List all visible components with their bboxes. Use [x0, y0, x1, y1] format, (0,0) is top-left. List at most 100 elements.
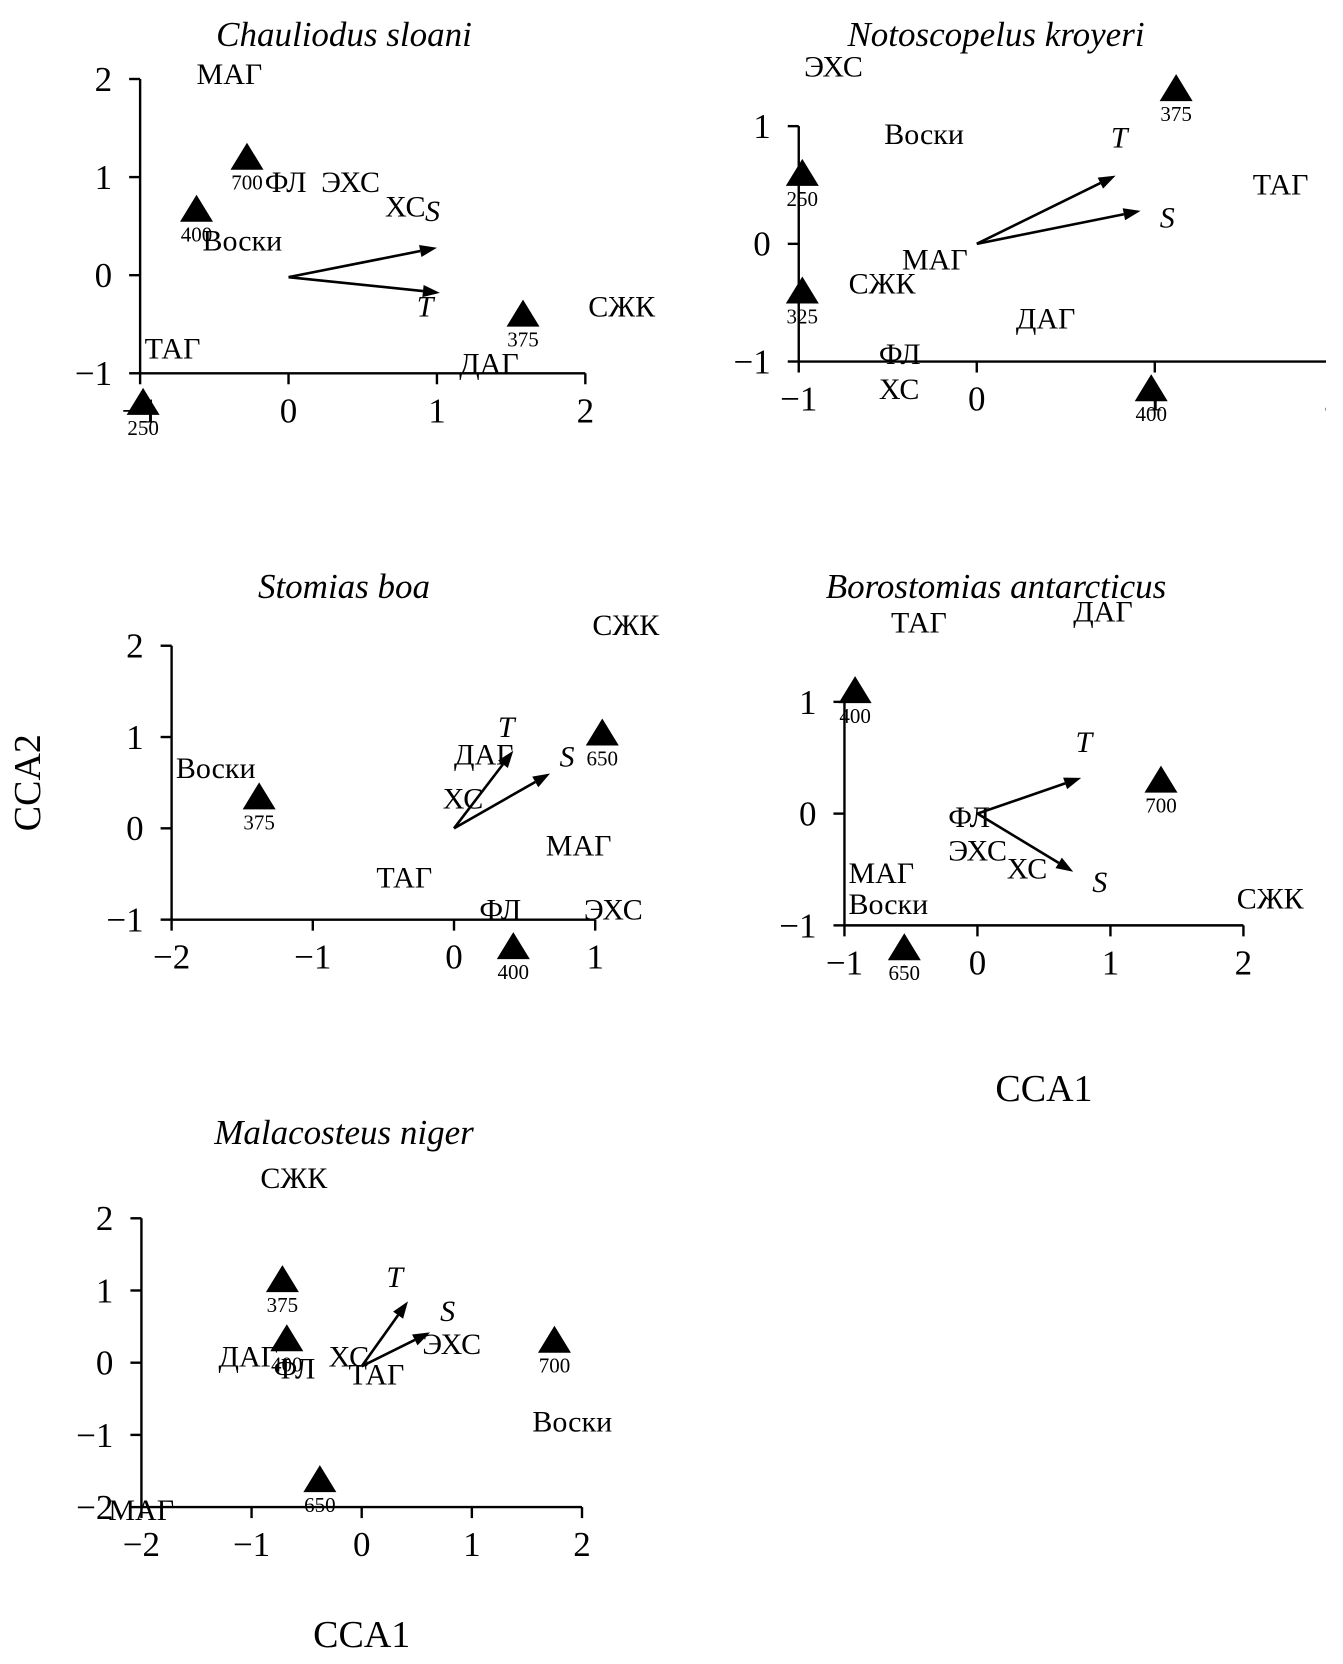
svg-text:S: S: [1160, 201, 1175, 234]
svg-text:Воски: Воски: [176, 752, 256, 785]
svg-text:−1: −1: [734, 342, 771, 381]
svg-text:СЖК: СЖК: [260, 1162, 328, 1195]
svg-text:ДАГ: ДАГ: [219, 1340, 278, 1373]
svg-text:−2: −2: [153, 938, 190, 977]
svg-text:Chauliodus sloani: Chauliodus sloani: [216, 15, 472, 54]
svg-text:−1: −1: [75, 354, 112, 393]
svg-text:ТАГ: ТАГ: [891, 607, 947, 640]
svg-text:ТАГ: ТАГ: [1253, 168, 1309, 201]
svg-text:−2: −2: [123, 1525, 160, 1564]
svg-text:1: 1: [463, 1525, 481, 1564]
svg-text:МАГ: МАГ: [197, 58, 263, 91]
svg-text:ХС: ХС: [1007, 852, 1048, 885]
svg-text:ФЛ: ФЛ: [479, 894, 521, 927]
svg-text:ДАГ: ДАГ: [1073, 595, 1132, 628]
svg-text:МАГ: МАГ: [108, 1494, 174, 1527]
svg-text:−1: −1: [76, 1416, 113, 1455]
svg-text:ТАГ: ТАГ: [145, 333, 201, 366]
svg-text:−1: −1: [294, 938, 331, 977]
svg-text:400: 400: [1135, 402, 1167, 426]
svg-text:2: 2: [1324, 380, 1326, 419]
svg-text:−1: −1: [106, 901, 143, 940]
svg-text:ХС: ХС: [879, 373, 920, 406]
svg-text:1: 1: [1102, 943, 1120, 982]
svg-text:S: S: [425, 195, 440, 228]
svg-text:СЖК: СЖК: [1237, 883, 1305, 916]
svg-text:ТАГ: ТАГ: [348, 1358, 404, 1391]
svg-text:1: 1: [95, 158, 113, 197]
svg-text:СЖК: СЖК: [592, 609, 660, 642]
svg-text:375: 375: [267, 1293, 299, 1317]
svg-text:ФЛ: ФЛ: [265, 166, 307, 199]
svg-text:Воски: Воски: [884, 118, 964, 151]
svg-text:1: 1: [428, 391, 446, 430]
svg-text:МАГ: МАГ: [546, 830, 612, 863]
svg-text:CCA1: CCA1: [995, 1068, 1092, 1110]
svg-text:1: 1: [586, 938, 604, 977]
svg-text:2: 2: [573, 1525, 591, 1564]
svg-text:0: 0: [280, 391, 298, 430]
svg-text:СЖК: СЖК: [849, 267, 917, 300]
svg-text:Воски: Воски: [202, 225, 282, 258]
svg-text:Malacosteus niger: Malacosteus niger: [213, 1113, 474, 1152]
svg-text:400: 400: [839, 704, 871, 728]
svg-text:700: 700: [1145, 794, 1177, 818]
svg-text:0: 0: [753, 225, 771, 264]
svg-text:375: 375: [1160, 102, 1192, 126]
svg-text:ЭХС: ЭХС: [804, 51, 863, 84]
svg-text:250: 250: [127, 416, 159, 440]
svg-text:ДАГ: ДАГ: [459, 347, 518, 380]
svg-text:0: 0: [968, 380, 986, 419]
svg-text:CCA1: CCA1: [313, 1614, 410, 1656]
svg-text:0: 0: [96, 1344, 114, 1383]
svg-text:S: S: [440, 1295, 455, 1328]
svg-text:T: T: [417, 290, 436, 323]
svg-text:Stomias boa: Stomias boa: [258, 567, 430, 606]
svg-text:2: 2: [126, 627, 144, 666]
svg-text:ФЛ: ФЛ: [948, 801, 990, 834]
svg-text:325: 325: [787, 305, 819, 329]
svg-text:0: 0: [969, 943, 987, 982]
svg-text:T: T: [1111, 121, 1130, 154]
svg-text:T: T: [1075, 726, 1094, 759]
svg-text:−1: −1: [826, 943, 863, 982]
svg-text:1: 1: [799, 683, 817, 722]
svg-text:ФЛ: ФЛ: [879, 338, 921, 371]
svg-text:ТАГ: ТАГ: [376, 862, 432, 895]
svg-text:−1: −1: [780, 380, 817, 419]
svg-text:0: 0: [95, 256, 113, 295]
svg-text:250: 250: [787, 187, 819, 211]
svg-text:1: 1: [96, 1271, 114, 1310]
svg-text:0: 0: [799, 795, 817, 834]
svg-text:CCA2: CCA2: [14, 734, 49, 831]
svg-text:650: 650: [304, 1493, 336, 1517]
svg-text:1: 1: [126, 718, 144, 757]
svg-text:0: 0: [445, 938, 463, 977]
svg-text:0: 0: [126, 809, 144, 848]
svg-text:ЭХС: ЭХС: [321, 166, 380, 199]
svg-text:ЭХС: ЭХС: [422, 1328, 481, 1361]
svg-text:Notoscopelus kroyeri: Notoscopelus kroyeri: [846, 15, 1144, 54]
svg-text:1: 1: [753, 107, 771, 146]
svg-text:ХС: ХС: [443, 782, 484, 815]
svg-text:2: 2: [95, 60, 113, 99]
svg-text:650: 650: [587, 746, 619, 770]
svg-text:ЭХС: ЭХС: [948, 835, 1007, 868]
svg-text:S: S: [1092, 866, 1107, 899]
svg-text:СЖК: СЖК: [588, 290, 656, 323]
svg-text:S: S: [559, 740, 574, 773]
svg-text:2: 2: [1235, 943, 1253, 982]
svg-text:700: 700: [231, 171, 263, 195]
svg-text:ДАГ: ДАГ: [454, 738, 513, 771]
svg-text:T: T: [386, 1261, 405, 1294]
svg-text:400: 400: [498, 960, 530, 984]
svg-text:−1: −1: [233, 1525, 270, 1564]
svg-text:Воски: Воски: [848, 888, 928, 921]
svg-text:700: 700: [539, 1354, 571, 1378]
svg-text:650: 650: [889, 961, 921, 985]
svg-text:МАГ: МАГ: [848, 857, 914, 890]
svg-text:ЭХС: ЭХС: [584, 894, 643, 927]
svg-text:Воски: Воски: [532, 1405, 612, 1438]
svg-text:2: 2: [96, 1199, 114, 1238]
svg-text:375: 375: [243, 810, 275, 834]
